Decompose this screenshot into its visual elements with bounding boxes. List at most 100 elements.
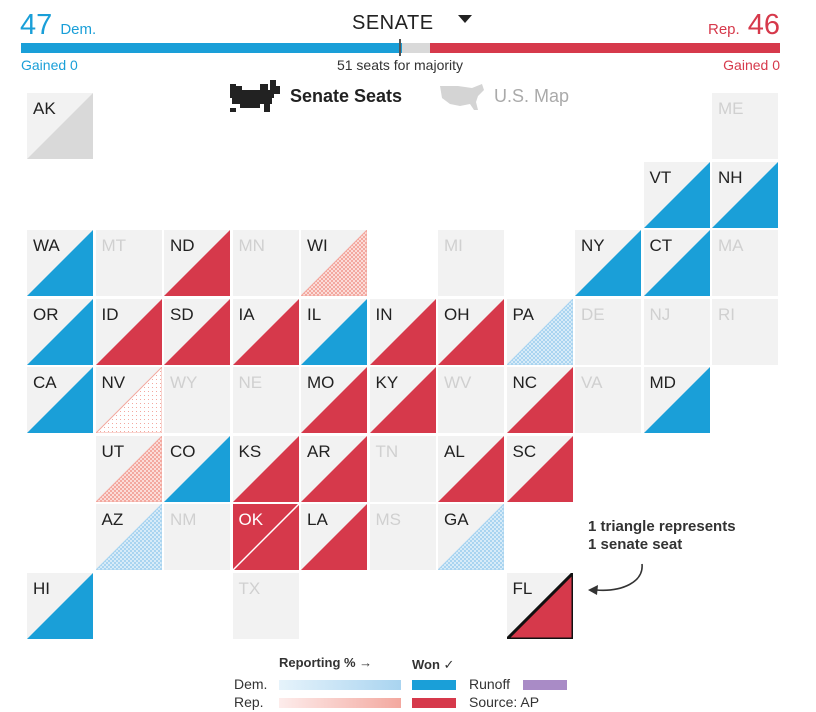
state-tile-vt[interactable]: VT [643, 161, 710, 228]
state-tile-ga[interactable]: GA [438, 504, 504, 570]
state-code-mo: MO [307, 373, 335, 392]
state-tile-sd[interactable]: SD [164, 298, 230, 365]
state-tile-co[interactable]: CO [164, 435, 230, 502]
state-code-ma: MA [718, 236, 744, 255]
state-code-va: VA [581, 373, 603, 392]
us-map-icon [440, 84, 484, 110]
state-code-de: DE [581, 304, 605, 324]
state-tile-pa[interactable]: PA [506, 298, 573, 365]
rep-count: 46 [747, 9, 780, 41]
state-code-al: AL [444, 441, 465, 461]
state-code-or: OR [33, 304, 59, 324]
state-tile-ny[interactable]: NY [575, 230, 641, 296]
state-code-tx: TX [238, 578, 261, 598]
state-tile-wv: WV [438, 367, 504, 433]
dem-gained: Gained 0 [21, 57, 78, 73]
state-code-mt: MT [101, 236, 127, 255]
state-code-ks: KS [238, 441, 262, 461]
state-tile-ne: NE [232, 367, 299, 433]
state-tile-sc[interactable]: SC [506, 435, 573, 502]
state-code-md: MD [649, 373, 676, 392]
state-code-la: LA [307, 510, 328, 529]
state-tile-tn: TN [369, 435, 436, 502]
state-tile-ar[interactable]: AR [301, 435, 367, 502]
state-tile-ct[interactable]: CT [643, 230, 710, 296]
state-tile-mo[interactable]: MO [301, 367, 367, 433]
state-tile-va: VA [575, 367, 641, 433]
state-tile-ms: MS [369, 504, 436, 570]
tab-senate-seats[interactable]: Senate Seats [230, 78, 402, 114]
rep-seat-bar [430, 43, 780, 53]
state-code-co: CO [170, 441, 196, 461]
state-code-mn: MN [238, 236, 265, 255]
tab-us-map[interactable]: U.S. Map [438, 78, 569, 114]
state-tile-ut[interactable]: UT [95, 435, 162, 502]
chevron-down-icon[interactable] [458, 15, 472, 23]
state-tile-az[interactable]: AZ [95, 504, 162, 570]
tile-annotation: 1 triangle represents 1 senate seat [588, 518, 736, 554]
legend-won-title: Won ✓ [412, 657, 455, 672]
state-code-ri: RI [718, 304, 735, 324]
state-code-ms: MS [375, 510, 402, 529]
state-code-pa: PA [512, 304, 534, 324]
state-tile-fl[interactable]: FL [506, 572, 573, 639]
chamber-select[interactable]: SENATE [352, 12, 434, 34]
legend-runoff-label: Runoff [469, 676, 510, 692]
state-tile-ak[interactable]: AK [27, 93, 93, 159]
state-tile-nh[interactable]: NH [712, 161, 778, 228]
state-code-oh: OH [444, 304, 470, 324]
state-tile-in[interactable]: IN [369, 298, 436, 365]
state-tile-nd[interactable]: ND [164, 230, 230, 296]
state-tile-wa[interactable]: WA [27, 230, 93, 296]
legend-dem-reporting-swatch [279, 680, 401, 690]
legend-rep-won-swatch [412, 698, 456, 708]
state-code-ia: IA [238, 304, 255, 324]
state-code-fl: FL [512, 578, 533, 598]
annotation-arrow-icon [588, 563, 643, 595]
state-code-ny: NY [581, 236, 605, 255]
annotation-line-1: 1 triangle represents [588, 518, 736, 535]
state-tile-la[interactable]: LA [301, 504, 367, 570]
state-tile-ks[interactable]: KS [232, 435, 299, 502]
state-code-sd: SD [170, 304, 194, 324]
state-tile-id[interactable]: ID [95, 298, 162, 365]
state-tile-nv[interactable]: NV [95, 367, 162, 433]
state-tile-ca[interactable]: CA [27, 367, 93, 433]
state-tile-md[interactable]: MD [643, 367, 710, 433]
state-code-nj: NJ [649, 304, 671, 324]
rep-seat-count: Rep. 46 [708, 9, 780, 42]
state-code-ga: GA [444, 510, 469, 529]
state-tile-wi[interactable]: WI [301, 230, 367, 296]
state-tile-or[interactable]: OR [27, 298, 93, 365]
state-tile-ia[interactable]: IA [232, 298, 299, 365]
dem-count: 47 [20, 9, 53, 41]
state-code-ok: OK [238, 510, 264, 529]
state-code-in: IN [375, 304, 393, 324]
state-tile-nc[interactable]: NC [506, 367, 573, 433]
state-tile-nj: NJ [643, 298, 710, 365]
state-tile-il[interactable]: IL [301, 298, 367, 365]
state-tile-mt: MT [95, 230, 162, 296]
state-code-wi: WI [307, 236, 328, 255]
state-code-sc: SC [512, 441, 537, 461]
senate-seats-map-icon [230, 80, 280, 112]
state-tile-hi[interactable]: HI [27, 572, 93, 639]
state-tile-al[interactable]: AL [438, 435, 504, 502]
legend-rep-reporting-swatch [279, 698, 401, 708]
state-tile-ky[interactable]: KY [369, 367, 436, 433]
state-code-wv: WV [444, 373, 472, 392]
state-tile-ok[interactable]: OK [232, 504, 299, 570]
state-code-tn: TN [375, 441, 399, 461]
legend-dem-won-swatch [412, 680, 456, 690]
state-tile-ri: RI [712, 298, 778, 365]
state-code-il: IL [307, 304, 322, 324]
state-code-ak: AK [33, 99, 56, 118]
state-code-ar: AR [307, 441, 331, 461]
dem-seat-bar [21, 43, 402, 53]
state-tile-oh[interactable]: OH [438, 298, 504, 365]
state-tile-de: DE [575, 298, 641, 365]
state-code-ct: CT [649, 236, 673, 255]
majority-marker [399, 39, 401, 56]
state-code-me: ME [718, 99, 744, 118]
